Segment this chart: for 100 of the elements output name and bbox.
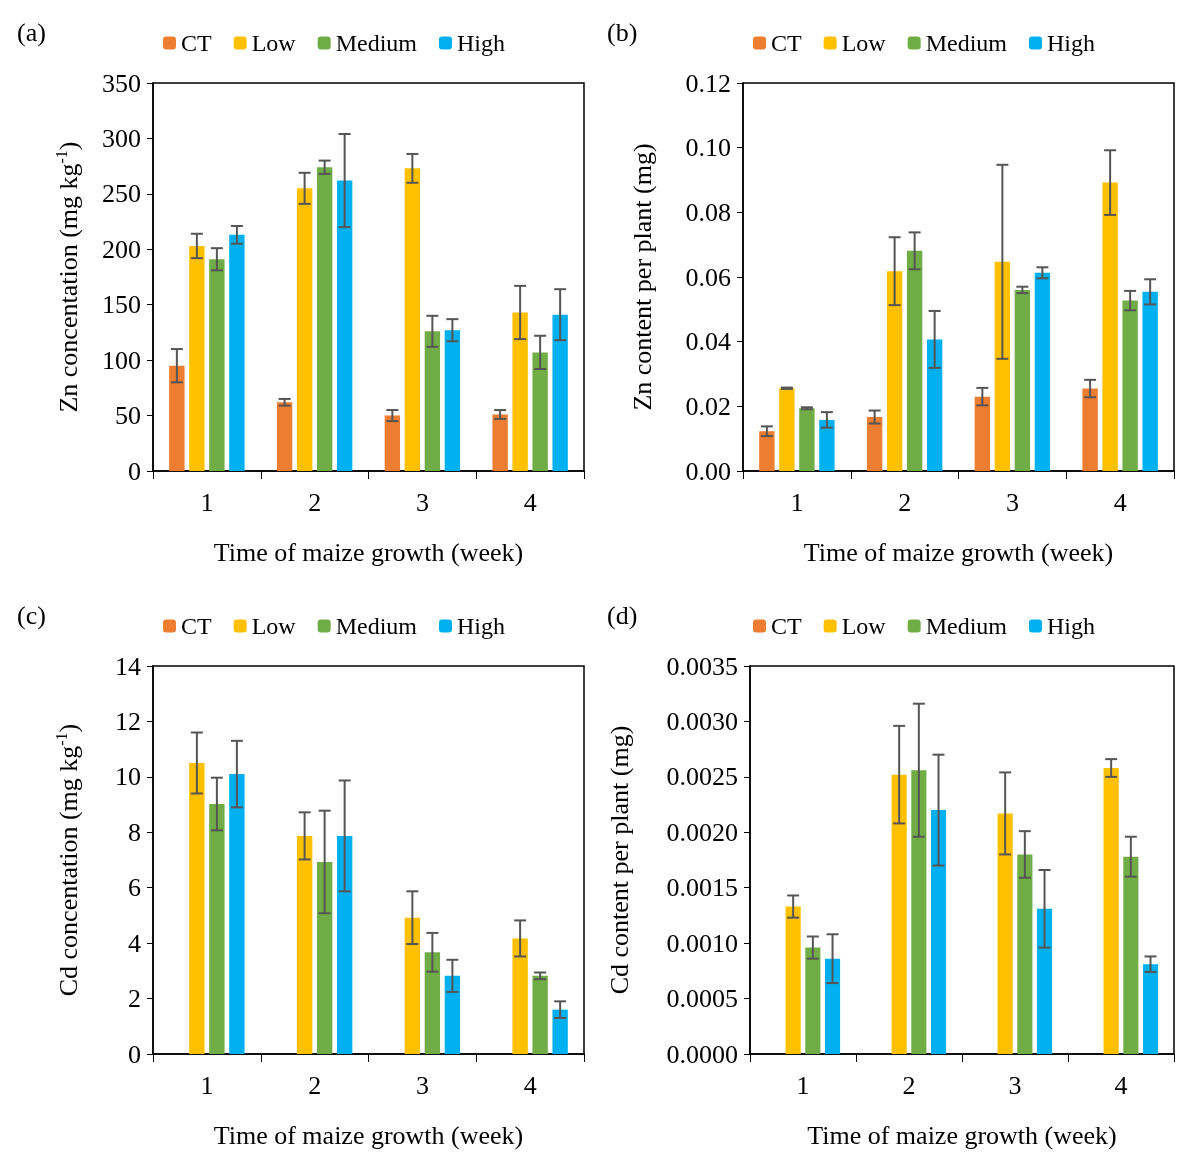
bar [552,1009,568,1054]
bar [336,180,353,471]
y-axis-title: Cd concentation (mg kg-1) [52,723,83,997]
bar [930,810,947,1054]
bar [805,947,821,1054]
bar [404,917,421,1054]
y-tick-label: 10 [115,762,141,792]
y-tick-label: 0.12 [685,68,731,98]
y-tick-label: 0.10 [685,133,731,163]
bar [209,259,225,471]
bar [926,339,943,471]
bar [994,261,1011,471]
y-tick-label: 0.0005 [666,984,738,1014]
legend-label: Medium [335,613,418,639]
bar [819,419,835,471]
y-tick-label: 2 [128,984,141,1014]
bar [512,938,528,1054]
legend-label: Medium [925,613,1008,639]
y-tick-label: 0 [128,456,141,486]
x-tick-label: 1 [200,1070,214,1100]
bar [886,271,903,471]
bar [1102,182,1118,471]
bar [785,906,801,1054]
bar [316,861,333,1054]
y-tick-label: 50 [115,401,141,431]
legend-label: CT [181,30,213,56]
bar [891,774,907,1054]
bar [229,234,245,471]
y-tick-label: 0.04 [685,327,731,357]
bar [1014,289,1031,471]
y-tick-label: 0.02 [685,391,731,421]
y-tick-label: 0.06 [685,262,731,292]
bar [1142,291,1158,471]
y-tick-label: 0.0030 [666,706,738,736]
bar [911,770,927,1054]
x-tick-label: 4 [523,1070,537,1100]
bar [1036,908,1053,1054]
bar [169,365,185,471]
y-tick-label: 350 [102,68,141,98]
y-tick-label: 250 [102,179,141,209]
y-axis-title: Zn content per plant (mg) [627,143,657,411]
x-tick-label: 3 [1008,1070,1022,1100]
y-tick-label: 0.0035 [666,651,738,681]
bar [424,952,441,1054]
legend-label: Medium [925,30,1008,56]
bar [276,402,293,471]
bar [779,388,795,471]
legend-label: Low [841,30,887,56]
x-axis-title: Time of maize growth (week) [803,537,1114,567]
y-tick-label: 0.0025 [666,762,738,792]
legend-label: High [1046,30,1095,56]
y-tick-label: 0.0010 [666,928,738,958]
bar [1082,388,1098,471]
y-tick-label: 0.08 [685,197,731,227]
bar [759,431,775,471]
bar [296,835,313,1054]
bar [552,314,568,471]
legend-label: Low [841,613,887,639]
bar [384,415,401,471]
bar [404,168,421,471]
bar [824,958,841,1054]
y-tick-label: 0.0000 [666,1039,738,1069]
bar [1103,767,1119,1054]
y-tick-label: 0.00 [685,456,731,486]
legend-label: CT [771,30,803,56]
x-tick-label: 3 [415,487,429,517]
x-axis-title: Time of maize growth (week) [807,1120,1117,1150]
bar [1034,272,1051,471]
y-tick-label: 0.0015 [666,873,738,903]
legend-label: CT [181,613,213,639]
x-tick-label: 1 [796,1070,810,1100]
bar [444,975,461,1054]
bar [316,167,333,471]
y-tick-label: 150 [102,290,141,320]
y-tick-label: 100 [102,345,141,375]
x-tick-label: 2 [308,487,322,517]
x-tick-label: 4 [1113,487,1127,517]
legend-label: High [456,30,505,56]
x-tick-label: 2 [898,487,912,517]
x-axis-title: Time of maize growth (week) [213,1120,524,1150]
legend-label: Low [251,30,297,56]
bar [189,763,205,1054]
y-tick-label: 14 [115,651,141,681]
y-tick-label: 6 [128,873,141,903]
x-tick-label: 2 [308,1070,322,1100]
y-tick-label: 0.0020 [666,817,738,847]
bar [1123,856,1139,1054]
y-tick-label: 8 [128,817,141,847]
bar [532,975,548,1054]
bar [997,813,1013,1054]
x-tick-label: 1 [790,487,804,517]
y-tick-label: 200 [102,234,141,264]
x-tick-label: 3 [415,1070,429,1100]
bar [492,414,508,471]
bar [189,245,205,471]
y-axis-title: Zn concentation (mg kg-1) [52,141,83,413]
legend-label: High [1046,613,1095,639]
bar [532,352,548,471]
bar [906,250,923,471]
x-tick-label: 4 [1114,1070,1128,1100]
